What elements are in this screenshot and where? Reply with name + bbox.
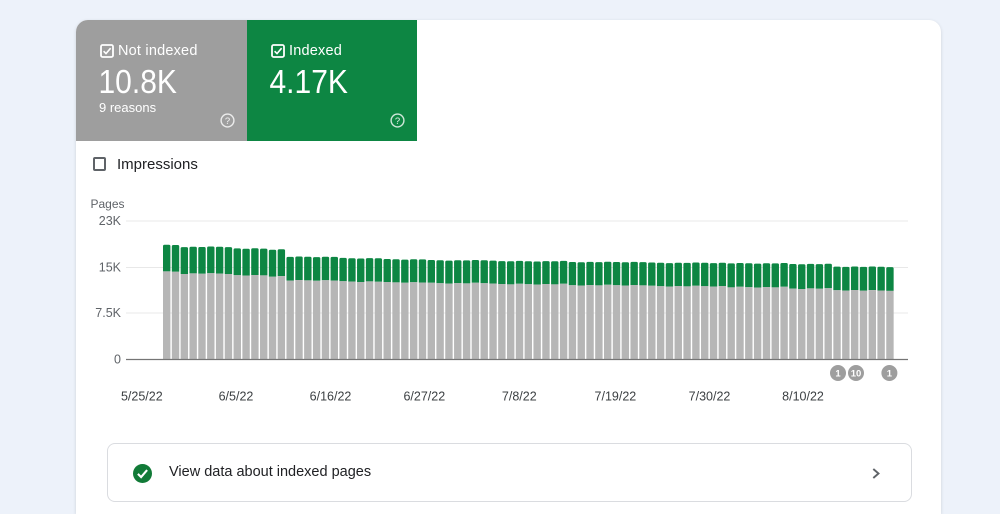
svg-text:?: ? (395, 116, 400, 127)
svg-text:1: 1 (835, 368, 841, 379)
svg-text:23K: 23K (99, 214, 122, 228)
svg-text:0: 0 (114, 353, 121, 367)
svg-text:8/10/22: 8/10/22 (782, 390, 824, 404)
svg-text:7/8/22: 7/8/22 (502, 390, 537, 404)
svg-text:6/16/22: 6/16/22 (310, 390, 352, 404)
svg-text:5/25/22: 5/25/22 (121, 390, 163, 404)
svg-text:7/19/22: 7/19/22 (595, 390, 637, 404)
svg-text:15K: 15K (99, 261, 122, 275)
svg-text:6/5/22: 6/5/22 (219, 390, 254, 404)
svg-text:6/27/22: 6/27/22 (403, 390, 445, 404)
svg-text:7/30/22: 7/30/22 (689, 390, 731, 404)
svg-text:7.5K: 7.5K (95, 306, 121, 320)
svg-text:Pages: Pages (91, 197, 125, 211)
svg-text:?: ? (225, 116, 230, 127)
svg-text:10: 10 (851, 368, 862, 379)
svg-text:1: 1 (887, 368, 893, 379)
